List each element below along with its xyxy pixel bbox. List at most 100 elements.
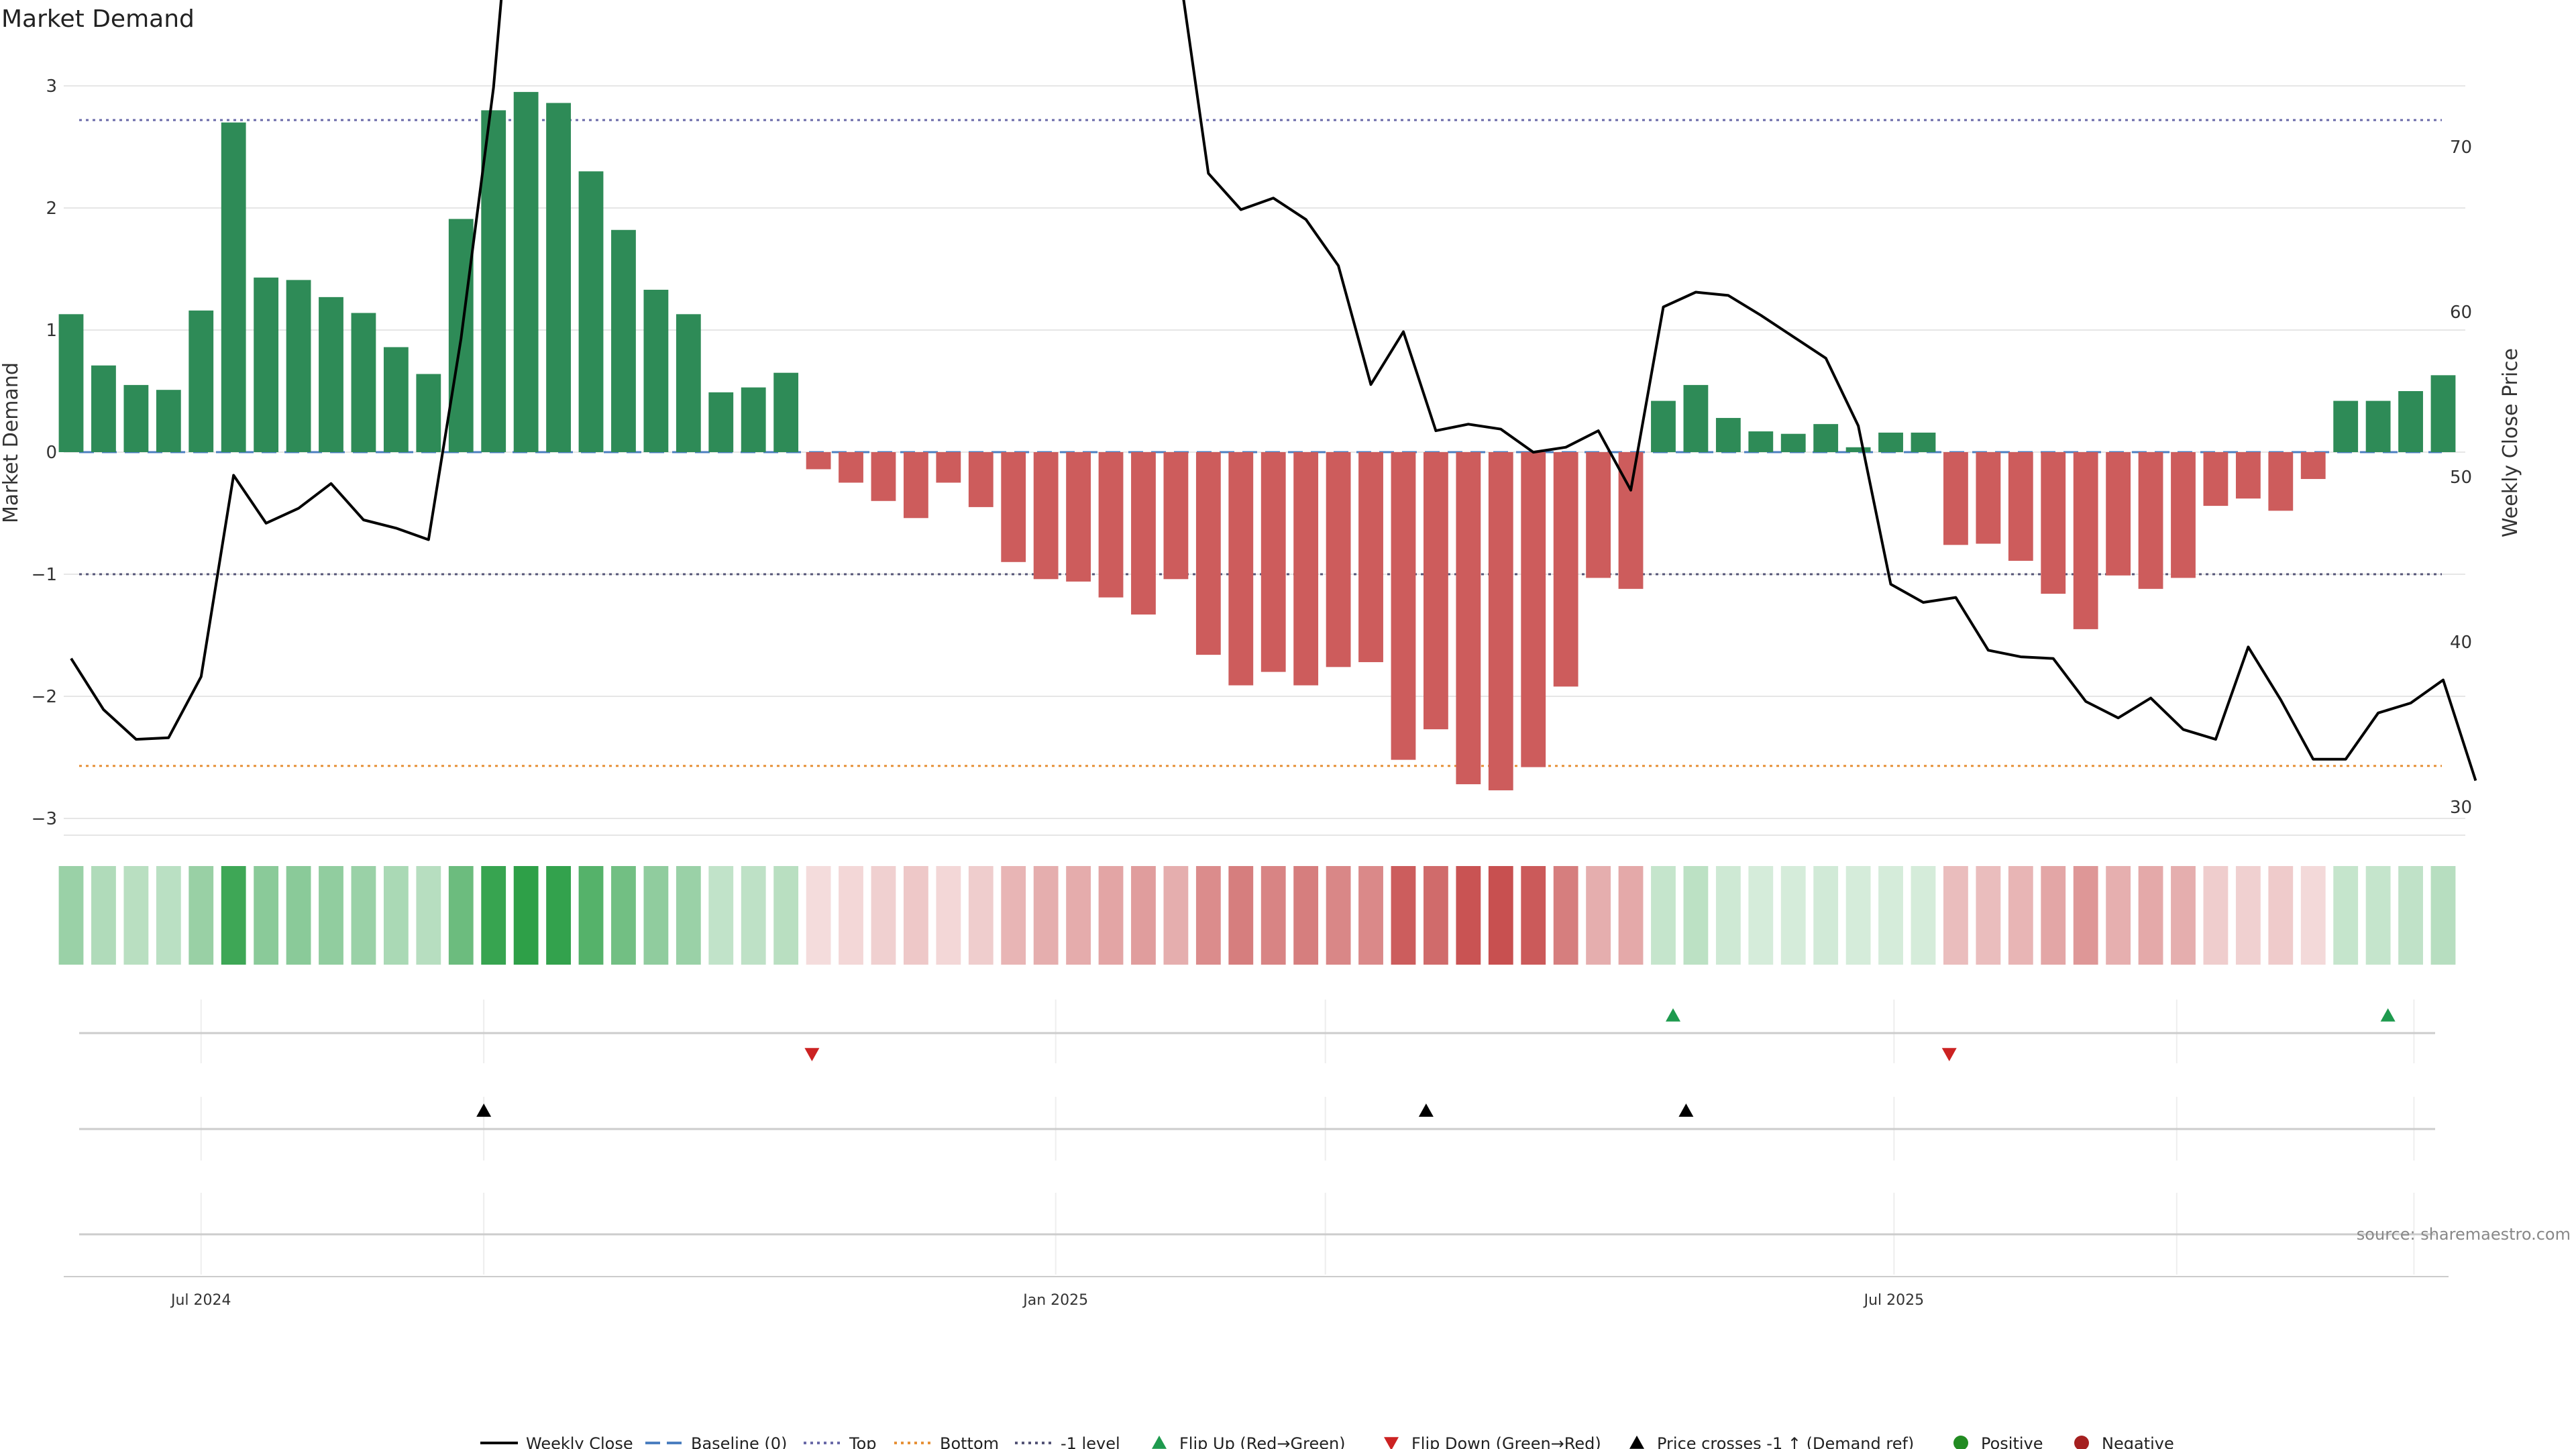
demand-bar <box>708 392 734 452</box>
intensity-cell <box>968 866 994 965</box>
intensity-cell <box>546 866 571 965</box>
intensity-cell <box>936 866 961 965</box>
demand-bar <box>351 313 376 452</box>
demand-bar <box>2300 452 2326 480</box>
legend-label: Weekly Close <box>526 1434 633 1449</box>
demand-bar <box>1066 452 1091 582</box>
demand-bar <box>189 310 214 452</box>
intensity-cell <box>1780 866 1806 965</box>
intensity-cell <box>2171 866 2196 965</box>
weekly-close-series <box>70 0 2477 782</box>
demand-bar <box>156 390 181 452</box>
intensity-cell <box>1424 866 1448 965</box>
intensity-cell <box>1813 866 1839 965</box>
intensity-cell <box>1033 866 1059 965</box>
intensity-cell <box>1001 866 1026 965</box>
legend-label: Top <box>849 1434 877 1449</box>
intensity-cell <box>1358 866 1383 965</box>
intensity-cell <box>611 866 636 965</box>
intensity-cell <box>1260 866 1286 965</box>
demand-bar <box>611 229 636 452</box>
intensity-cell <box>2300 866 2326 965</box>
y-tick-label: −2 <box>32 687 57 707</box>
demand-bar <box>1780 433 1806 452</box>
intensity-cell <box>2333 866 2359 965</box>
intensity-cell <box>2041 866 2066 965</box>
y2-tick-label: 40 <box>2450 633 2472 653</box>
y-tick-label: 2 <box>46 199 57 219</box>
intensity-cell <box>773 866 799 965</box>
y2-tick-label: 70 <box>2450 138 2472 158</box>
intensity-cell <box>383 866 409 965</box>
y-tick-label: −1 <box>32 565 57 585</box>
y2-tick-label: 60 <box>2450 303 2472 323</box>
source-note: source: sharemaestro.com <box>2357 1225 2571 1244</box>
x-tick-label: Jul 2024 <box>170 1292 231 1309</box>
demand-bar <box>1521 452 1546 767</box>
intensity-cell <box>416 866 441 965</box>
demand-bar <box>676 314 701 452</box>
demand-bar <box>2430 375 2456 452</box>
intensity-cell <box>1521 866 1546 965</box>
intensity-cell <box>448 866 474 965</box>
intensity-cell <box>254 866 279 965</box>
x-tick-label: Jul 2025 <box>1863 1292 1925 1309</box>
demand-bar <box>1943 452 1968 545</box>
legend-swatch <box>1953 1436 1968 1449</box>
intensity-cell <box>2398 866 2423 965</box>
y-axis-left: −3 −2 −1 0 1 2 3 <box>32 76 57 829</box>
demand-bar <box>1228 452 1254 686</box>
legend-label: Flip Up (Red→Green) <box>1179 1434 1346 1449</box>
x-axis: Jul 2024 Jan 2025 Jul 2025 <box>170 1292 1924 1309</box>
demand-bar <box>1098 452 1124 598</box>
demand-bar <box>871 452 896 501</box>
intensity-cell <box>1456 866 1481 965</box>
intensity-cell <box>2008 866 2033 965</box>
demand-bar <box>383 347 409 452</box>
intensity-cell <box>1976 866 2001 965</box>
demand-bar <box>1878 432 1903 452</box>
demand-bar <box>1260 452 1286 672</box>
price-cross-marker <box>1678 1104 1694 1117</box>
demand-bar <box>2106 452 2131 576</box>
demand-bar <box>1326 452 1351 667</box>
y2-axis-label: Weekly Close Price <box>2499 348 2522 537</box>
intensity-cell <box>741 866 766 965</box>
demand-bar <box>2041 452 2066 594</box>
intensity-cell <box>1163 866 1189 965</box>
demand-bar <box>123 384 149 452</box>
demand-bar <box>839 452 863 483</box>
demand-bar <box>1163 452 1189 580</box>
demand-bar <box>1553 452 1578 687</box>
intensity-cell <box>676 866 701 965</box>
intensity-cell <box>2365 866 2391 965</box>
intensity-cell <box>871 866 896 965</box>
demand-bar <box>416 374 441 452</box>
price-cross-marker <box>1418 1104 1434 1117</box>
intensity-cell <box>1911 866 1936 965</box>
legend-label: Positive <box>1981 1434 2043 1449</box>
intensity-cell <box>1845 866 1871 965</box>
legend-swatch <box>1384 1437 1399 1449</box>
demand-bar <box>2008 452 2033 561</box>
legend-label: Negative <box>2102 1434 2174 1449</box>
demand-bar <box>1001 452 1026 562</box>
demand-bar <box>221 122 246 452</box>
intensity-cell <box>319 866 343 965</box>
demand-bar <box>1813 424 1839 452</box>
demand-bar <box>903 452 928 519</box>
legend-swatch <box>2074 1436 2089 1449</box>
intensity-cell <box>286 866 311 965</box>
demand-bar <box>1715 418 1741 452</box>
x-tick-label: Jan 2025 <box>1022 1292 1088 1309</box>
demand-bar <box>91 365 116 452</box>
intensity-cell <box>1553 866 1578 965</box>
demand-bar <box>2203 452 2229 506</box>
demand-bar <box>2171 452 2196 578</box>
intensity-cell <box>1618 866 1644 965</box>
demand-bar <box>1488 452 1513 791</box>
demand-bar <box>578 171 604 452</box>
intensity-cell <box>806 866 831 965</box>
y-tick-label: 3 <box>46 76 57 97</box>
intensity-cell <box>91 866 116 965</box>
